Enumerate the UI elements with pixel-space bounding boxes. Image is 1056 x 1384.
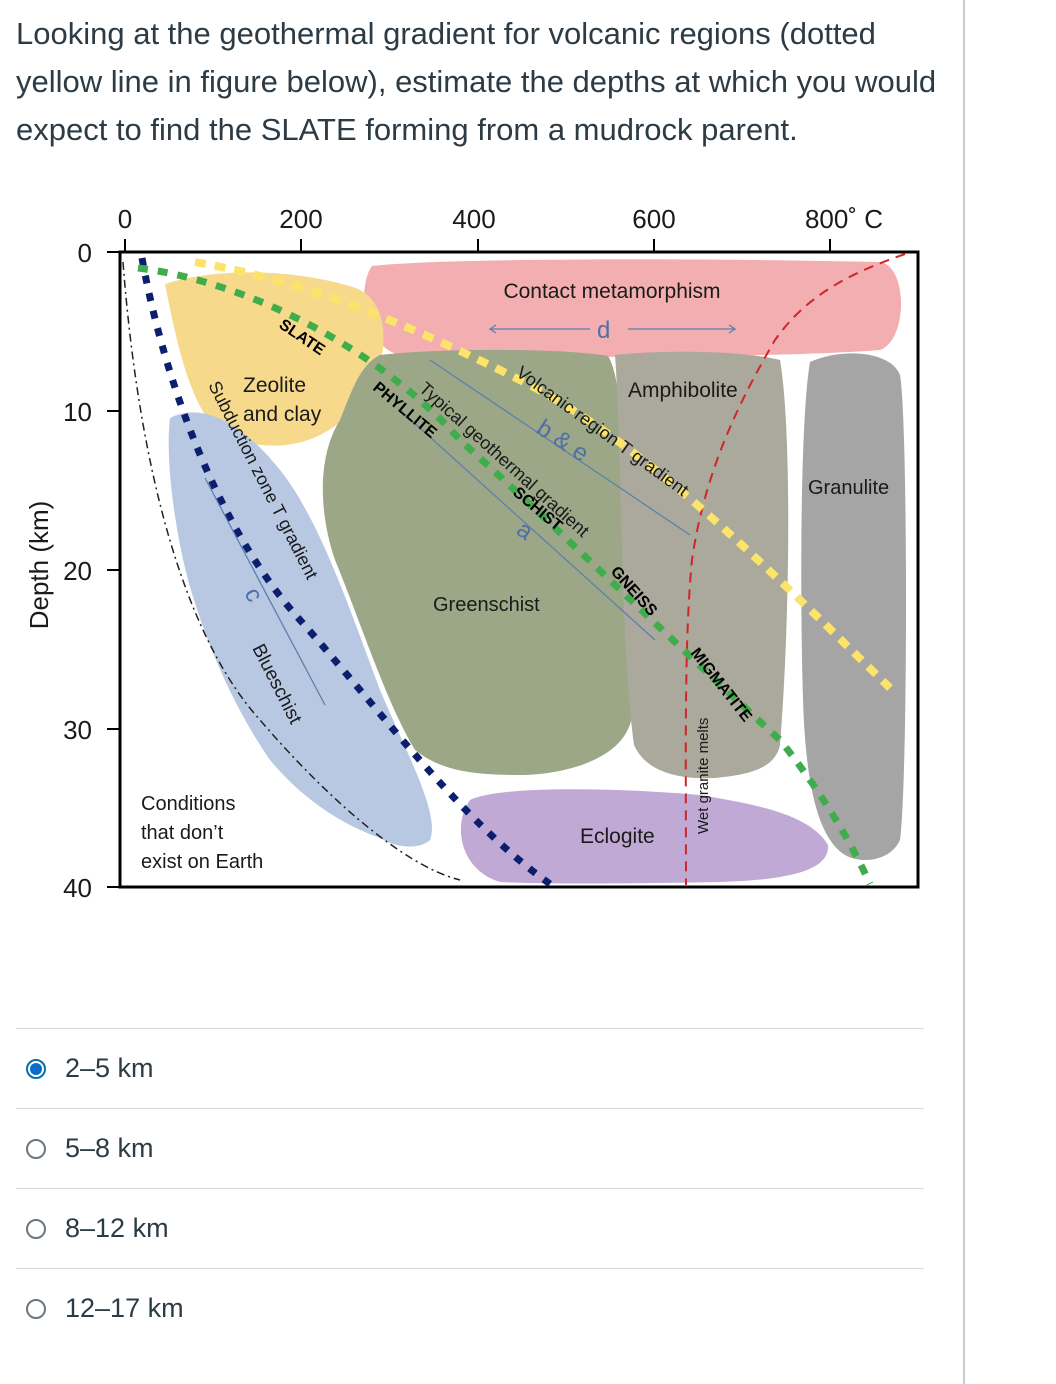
no-earth-boundary [122,261,461,881]
y-axis-label: Depth (km) [24,501,54,630]
amphibolite-label: Amphibolite [628,379,738,402]
metamorphic-facies-diagram: 0 200 400 600 800˚ C 0 10 20 30 40 Depth… [0,190,960,910]
answer-option[interactable]: 12–17 km [16,1268,924,1348]
subduction-gradient-line [138,257,553,887]
answer-label: 5–8 km [65,1133,154,1163]
amphibolite-facies [615,351,789,779]
typical-gradient-line [137,264,874,886]
granulite-label: Granulite [808,477,889,499]
x-tick-label: 800˚ C [805,204,883,234]
question-text: Looking at the geothermal gradient for v… [16,16,937,147]
path-letter-d: d [597,317,610,344]
y-tick-label: 30 [63,715,92,745]
no-earth-label: Conditions [141,793,236,815]
no-earth-label: that don’t [141,822,224,844]
greenschist-label: Greenschist [433,594,540,616]
answer-label: 8–12 km [65,1213,169,1243]
x-tick-label: 400 [452,204,495,234]
wet-granite-melt-curve [684,253,906,886]
y-axis [107,251,120,888]
answer-list: 2–5 km 5–8 km 8–12 km 12–17 km [16,1028,924,1348]
radio-button[interactable] [26,1138,46,1159]
granulite-facies [801,353,906,861]
answer-label: 12–17 km [65,1293,184,1323]
x-tick-label: 200 [279,204,322,234]
greenschist-facies [322,349,633,775]
contact-facies [364,259,901,357]
zeolite-label: and clay [243,403,322,426]
page-divider [963,0,965,1384]
answer-option[interactable]: 8–12 km [16,1188,924,1268]
radio-button-selected[interactable] [26,1058,46,1079]
eclogite-facies [460,789,829,884]
zeolite-facies [165,272,384,446]
answer-option[interactable]: 5–8 km [16,1108,924,1188]
answer-option[interactable]: 2–5 km [16,1028,924,1108]
y-tick-label: 20 [63,556,92,586]
zeolite-label: Zeolite [243,374,306,397]
x-tick-label: 0 [118,204,132,234]
wet-granite-label: Wet granite melts [695,718,712,834]
blueschist-facies [168,412,432,847]
eclogite-label: Eclogite [580,825,655,848]
radio-button[interactable] [26,1298,46,1319]
answer-label: 2–5 km [65,1053,154,1083]
volcanic-gradient-line [194,258,893,691]
radio-button[interactable] [26,1218,46,1239]
x-axis [124,239,831,252]
path-arrows [204,324,737,706]
no-earth-label: exist on Earth [141,851,263,873]
contact-label: Contact metamorphism [503,280,720,303]
x-tick-label: 600 [632,204,675,234]
y-tick-label: 40 [63,873,92,903]
y-tick-label: 10 [63,397,92,427]
y-tick-label: 0 [78,238,92,268]
